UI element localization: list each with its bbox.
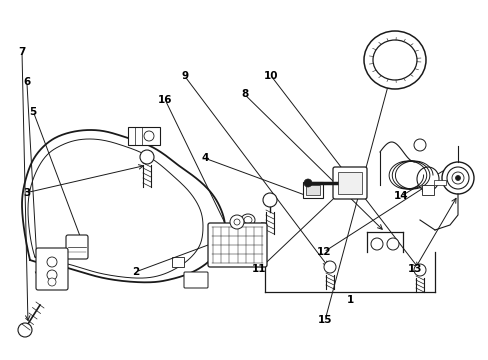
Text: 10: 10 (264, 71, 278, 81)
Bar (303, 182, 323, 198)
Ellipse shape (244, 216, 251, 224)
Ellipse shape (363, 31, 425, 89)
FancyBboxPatch shape (36, 248, 68, 290)
Bar (172, 257, 183, 267)
Circle shape (386, 238, 398, 250)
Circle shape (48, 278, 56, 286)
Circle shape (140, 150, 154, 164)
Text: 5: 5 (30, 107, 37, 117)
Circle shape (413, 264, 425, 276)
Ellipse shape (446, 167, 468, 189)
Text: 9: 9 (181, 71, 188, 81)
Circle shape (324, 261, 335, 273)
Circle shape (304, 179, 311, 187)
Bar (337, 172, 361, 194)
Text: 7: 7 (18, 47, 26, 57)
Text: 4: 4 (201, 153, 209, 163)
Text: 1: 1 (346, 295, 353, 305)
Ellipse shape (416, 167, 438, 191)
FancyBboxPatch shape (207, 223, 266, 267)
Text: 6: 6 (23, 77, 30, 87)
Text: 3: 3 (23, 188, 30, 198)
Text: 14: 14 (393, 191, 407, 201)
Bar (305, 185, 319, 195)
Circle shape (143, 131, 154, 141)
Circle shape (263, 193, 276, 207)
Bar (421, 185, 433, 195)
Text: 15: 15 (317, 315, 332, 325)
FancyBboxPatch shape (66, 235, 88, 259)
Text: 16: 16 (158, 95, 172, 105)
Ellipse shape (454, 175, 460, 180)
Ellipse shape (451, 172, 463, 184)
Text: 11: 11 (251, 264, 266, 274)
FancyBboxPatch shape (183, 272, 207, 288)
Text: 13: 13 (407, 264, 421, 274)
Ellipse shape (241, 214, 254, 226)
Text: 8: 8 (241, 89, 247, 99)
Circle shape (229, 215, 244, 229)
Bar (433, 180, 445, 185)
Circle shape (18, 323, 32, 337)
Circle shape (47, 257, 57, 267)
Circle shape (413, 139, 425, 151)
Circle shape (370, 238, 382, 250)
FancyBboxPatch shape (332, 167, 366, 199)
Circle shape (234, 219, 240, 225)
Text: 12: 12 (316, 247, 330, 257)
Bar (128, 127, 160, 145)
Ellipse shape (372, 40, 416, 80)
Text: 2: 2 (132, 267, 139, 277)
Ellipse shape (441, 162, 473, 194)
Circle shape (47, 270, 57, 280)
